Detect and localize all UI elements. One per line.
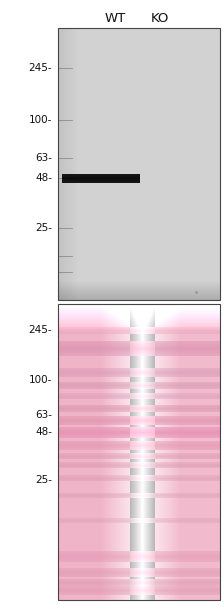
Text: 245-: 245-: [28, 325, 52, 335]
Bar: [58, 304, 220, 600]
Text: 48-: 48-: [35, 427, 52, 437]
Bar: [58, 28, 220, 300]
Text: 48-: 48-: [35, 173, 52, 183]
Text: KO: KO: [151, 12, 169, 24]
Text: 100-: 100-: [29, 115, 52, 125]
Text: 63-: 63-: [35, 410, 52, 420]
Text: WT: WT: [104, 12, 126, 24]
Text: 63-: 63-: [35, 153, 52, 163]
Text: 245-: 245-: [28, 63, 52, 73]
Text: 25-: 25-: [35, 223, 52, 233]
Text: 25-: 25-: [35, 475, 52, 485]
Text: 100-: 100-: [29, 375, 52, 385]
